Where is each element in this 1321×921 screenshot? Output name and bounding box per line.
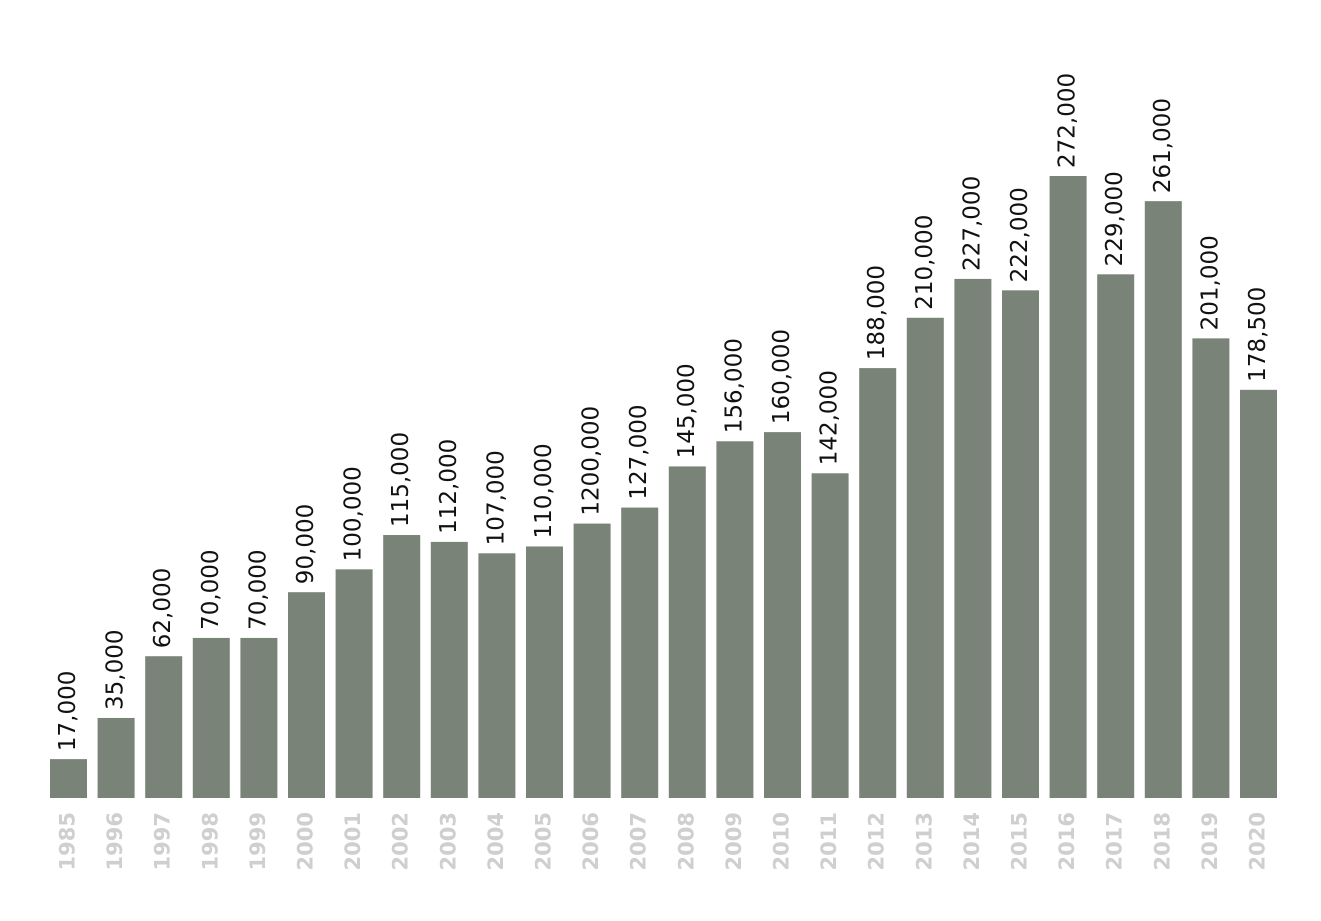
x-tick-label: 2008 xyxy=(674,812,698,870)
x-tick-label: 2010 xyxy=(770,812,794,870)
value-label: 1200,000 xyxy=(579,406,605,516)
bar xyxy=(1192,338,1230,798)
x-tick-label: 2003 xyxy=(436,812,460,870)
x-tick-label: 1999 xyxy=(246,812,270,870)
x-tick-label: 2014 xyxy=(960,812,984,870)
bar xyxy=(1002,290,1039,798)
x-tick-label: 2005 xyxy=(532,812,556,870)
value-label: 261,000 xyxy=(1150,98,1176,193)
x-tick-label: 2020 xyxy=(1246,812,1270,870)
x-tick-label: 2006 xyxy=(579,812,603,870)
value-label: 62,000 xyxy=(150,568,176,648)
value-label: 90,000 xyxy=(293,504,319,584)
bar xyxy=(1049,176,1087,798)
bar xyxy=(145,656,183,798)
bar xyxy=(1240,389,1277,798)
bar xyxy=(383,535,421,798)
x-tick-label: 2002 xyxy=(389,812,413,870)
x-tick-label: 2015 xyxy=(1008,812,1032,870)
x-tick-label: 2007 xyxy=(627,812,651,870)
x-tick-label: 2017 xyxy=(1103,812,1127,870)
value-label: 107,000 xyxy=(483,450,509,545)
value-label: 115,000 xyxy=(388,432,414,527)
value-label: 17,000 xyxy=(55,671,81,751)
bar xyxy=(478,553,516,798)
x-tick-label: 1998 xyxy=(198,812,222,870)
x-tick-label: 2013 xyxy=(912,812,936,870)
bar xyxy=(526,546,563,798)
x-tick-label: 2011 xyxy=(817,812,841,870)
bar xyxy=(764,432,801,798)
x-tick-label: 2001 xyxy=(341,812,365,870)
bar xyxy=(1144,201,1182,798)
x-tick-label: 2012 xyxy=(865,812,889,870)
value-label: 188,000 xyxy=(864,265,890,360)
value-label: 70,000 xyxy=(198,549,224,629)
x-tick-label: 2016 xyxy=(1055,812,1079,870)
x-tick-label: 2004 xyxy=(484,812,508,870)
bar xyxy=(573,523,611,798)
bar xyxy=(811,473,849,798)
value-label: 35,000 xyxy=(103,629,129,709)
bar xyxy=(621,507,659,798)
x-tick-label: 2000 xyxy=(294,812,318,870)
bar xyxy=(1097,274,1135,798)
value-label: 160,000 xyxy=(769,329,795,424)
x-tick-label: 2018 xyxy=(1150,812,1174,870)
value-label: 227,000 xyxy=(959,176,985,271)
value-label: 201,000 xyxy=(1197,235,1223,330)
bar xyxy=(668,466,706,798)
x-tick-label: 1997 xyxy=(151,812,175,870)
value-label: 127,000 xyxy=(626,404,652,499)
bar xyxy=(430,541,468,798)
bar xyxy=(192,637,230,798)
bar xyxy=(335,569,373,798)
value-label: 210,000 xyxy=(912,215,938,310)
bar xyxy=(97,717,135,798)
bar xyxy=(50,759,87,798)
bar xyxy=(288,592,325,798)
bar xyxy=(716,441,754,798)
x-tick-label: 1985 xyxy=(56,812,80,870)
bar xyxy=(906,317,944,798)
value-label: 70,000 xyxy=(245,549,271,629)
value-label: 100,000 xyxy=(341,466,367,561)
value-label: 229,000 xyxy=(1102,171,1128,266)
x-tick-label: 1996 xyxy=(103,812,127,870)
bar xyxy=(859,368,897,798)
x-tick-label: 2009 xyxy=(722,812,746,870)
value-label: 145,000 xyxy=(674,363,700,458)
value-label: 142,000 xyxy=(817,370,843,465)
x-tick-label: 2019 xyxy=(1198,812,1222,870)
value-label: 110,000 xyxy=(531,443,557,538)
value-label: 178,500 xyxy=(1245,287,1271,382)
bar xyxy=(954,278,992,798)
value-label: 272,000 xyxy=(1055,73,1081,168)
value-label: 156,000 xyxy=(721,338,747,433)
value-label: 112,000 xyxy=(436,439,462,534)
bar xyxy=(240,637,278,798)
value-label: 222,000 xyxy=(1007,187,1033,282)
